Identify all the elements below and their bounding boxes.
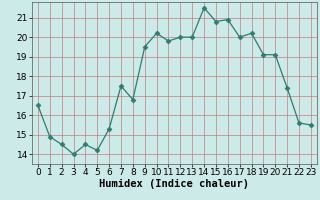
X-axis label: Humidex (Indice chaleur): Humidex (Indice chaleur) [100,179,249,189]
